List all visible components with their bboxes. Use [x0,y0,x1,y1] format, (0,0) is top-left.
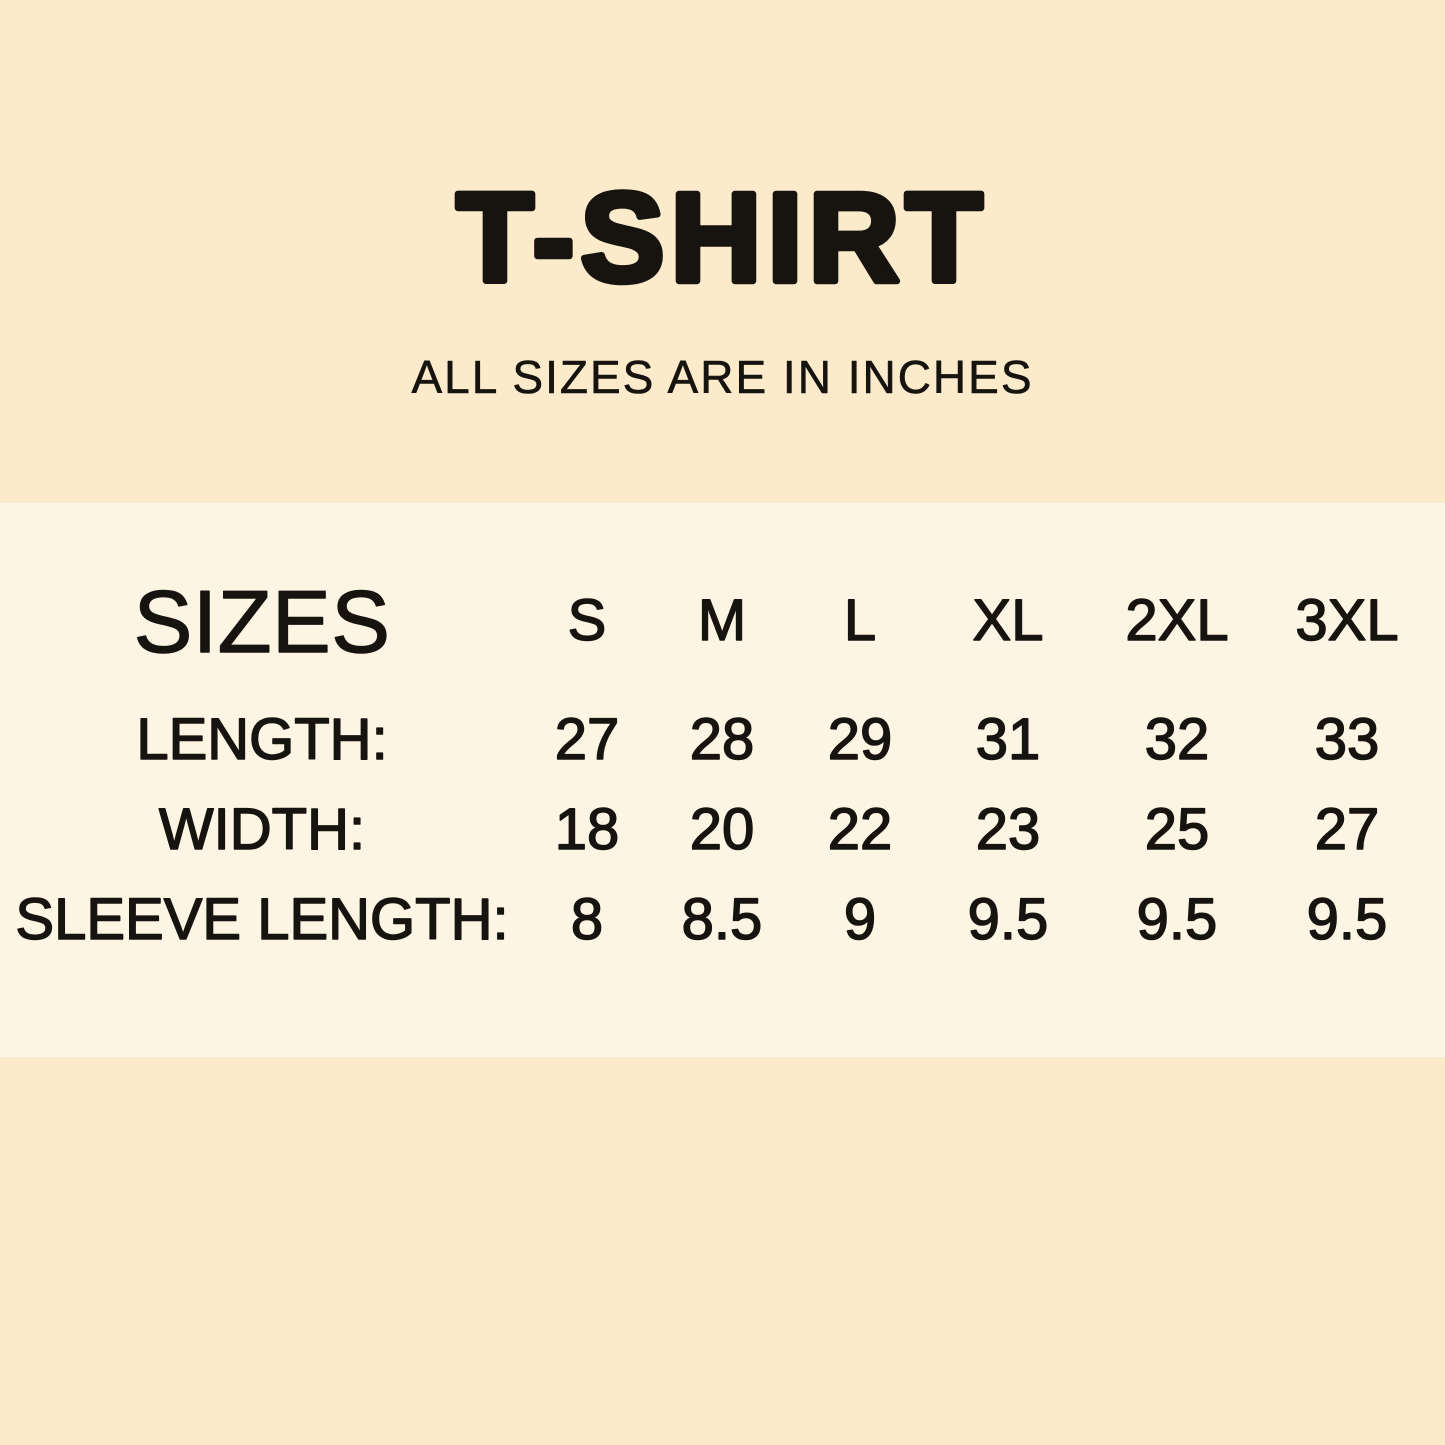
svg-text:33: 33 [1315,707,1380,772]
svg-text:L: L [844,588,876,653]
svg-text:9.5: 9.5 [1137,887,1218,952]
svg-text:ALL SIZES ARE IN INCHES: ALL SIZES ARE IN INCHES [411,351,1033,403]
svg-text:XL: XL [973,588,1044,653]
svg-text:LENGTH:: LENGTH: [136,707,387,772]
svg-text:2XL: 2XL [1125,588,1228,653]
svg-text:8: 8 [571,887,603,952]
svg-text:20: 20 [690,797,755,862]
svg-text:29: 29 [828,707,893,772]
svg-text:25: 25 [1145,797,1210,862]
svg-text:S: S [568,588,607,653]
svg-text:9.5: 9.5 [1307,887,1388,952]
svg-text:WIDTH:: WIDTH: [159,797,365,862]
svg-text:28: 28 [690,707,755,772]
svg-text:23: 23 [976,797,1041,862]
svg-text:31: 31 [976,707,1041,772]
svg-text:8.5: 8.5 [682,887,763,952]
svg-text:SLEEVE LENGTH:: SLEEVE LENGTH: [15,887,508,952]
svg-text:18: 18 [555,797,620,862]
svg-text:3XL: 3XL [1295,588,1398,653]
svg-text:9.5: 9.5 [968,887,1049,952]
svg-text:M: M [698,588,746,653]
svg-text:27: 27 [1315,797,1380,862]
svg-text:32: 32 [1145,707,1210,772]
svg-text:22: 22 [828,797,893,862]
svg-text:9: 9 [844,887,876,952]
svg-text:27: 27 [555,707,620,772]
svg-text:T-SHIRT: T-SHIRT [457,167,989,308]
svg-text:SIZES: SIZES [134,572,391,671]
